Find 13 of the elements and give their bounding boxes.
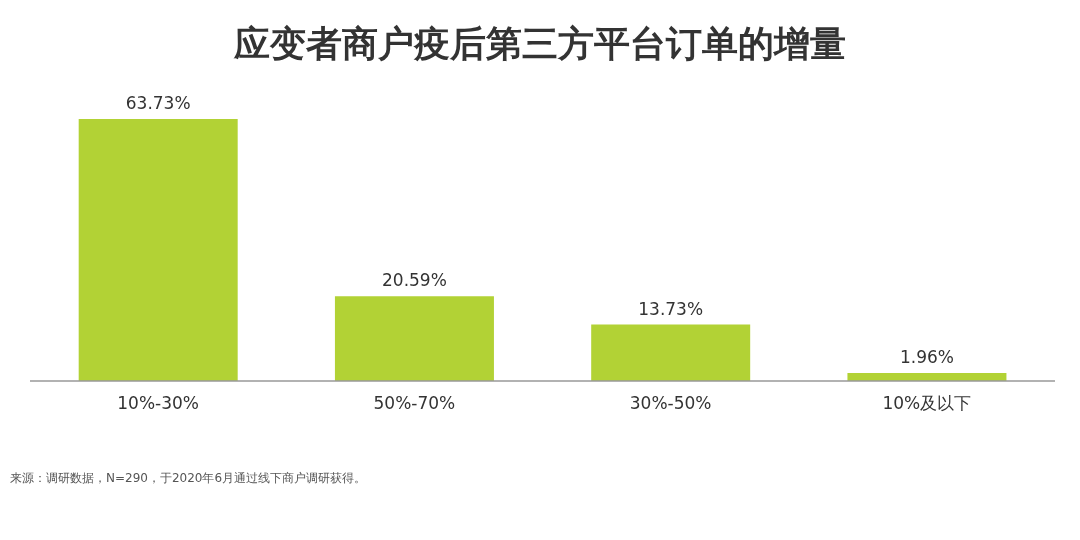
bar	[334, 296, 494, 381]
source-note: 来源：调研数据，N=290，于2020年6月通过线下商户调研获得。	[10, 470, 367, 487]
chart-title: 应变者商户疫后第三方平台订单的增量	[233, 22, 847, 66]
x-tick-label: 50%-70%	[373, 393, 456, 414]
bar	[78, 119, 238, 381]
x-tick-label: 10%及以下	[882, 393, 972, 414]
data-label: 13.73%	[638, 298, 704, 319]
x-tick-label: 10%-30%	[117, 393, 199, 414]
data-label: 63.73%	[125, 93, 191, 113]
data-label: 20.59%	[382, 270, 447, 291]
data-label: 1.96%	[899, 346, 954, 367]
bar	[591, 324, 751, 381]
x-tick-label: 30%-50%	[629, 393, 712, 414]
